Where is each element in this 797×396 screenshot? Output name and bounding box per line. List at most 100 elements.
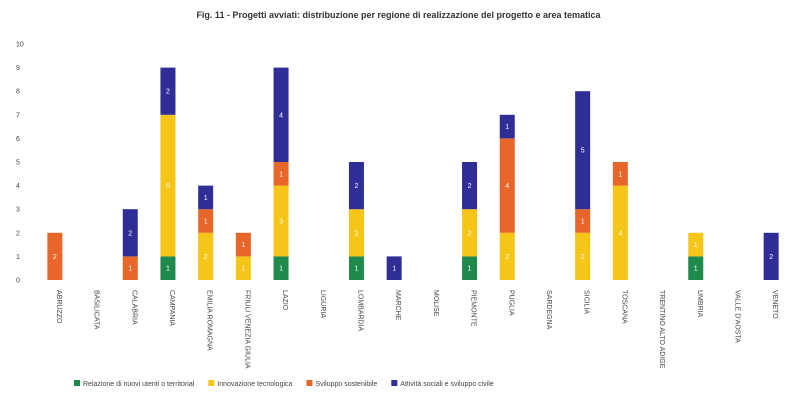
y-tick-label: 8 — [16, 89, 20, 96]
legend: Relazione di nuovi utenti o territorial I… — [74, 380, 494, 388]
bar-segment — [235, 232, 251, 257]
x-tick-label: MARCHE — [394, 290, 401, 321]
data-label: 1 — [128, 266, 132, 273]
bar-segment — [273, 67, 289, 162]
data-label: 1 — [204, 219, 208, 226]
bar-segment — [47, 232, 63, 280]
bar-segment — [499, 114, 515, 139]
data-label: 2 — [581, 254, 585, 261]
x-tick-label: PUGLIA — [507, 290, 514, 316]
data-label: 2 — [769, 254, 773, 261]
bar-segment — [688, 256, 704, 280]
y-tick-label: 2 — [16, 230, 20, 237]
data-label: 2 — [204, 254, 208, 261]
legend-swatch — [74, 380, 80, 386]
x-tick-label: TRENTINO ALTO ADIGE — [658, 290, 665, 369]
bar-segment — [575, 232, 591, 280]
data-label: 4 — [618, 230, 622, 237]
bar-segment — [386, 256, 402, 280]
x-tick-label: SICILIA — [583, 290, 590, 314]
data-label: 1 — [166, 266, 170, 273]
y-tick-label: 7 — [16, 112, 20, 119]
bar-segment — [348, 256, 364, 280]
x-tick-label: CAMPANIA — [168, 290, 175, 326]
x-tick-label: ABRUZZO — [55, 290, 62, 324]
chart-title: Fig. 11 - Progetti avviati: distribuzion… — [196, 10, 601, 20]
legend-swatch — [306, 380, 313, 386]
bar-segment — [160, 256, 176, 280]
bar-segment — [575, 209, 591, 233]
data-label: 1 — [505, 124, 509, 131]
bar-segment — [612, 162, 628, 186]
bar-segment — [462, 162, 478, 210]
bar-segment — [763, 232, 779, 280]
data-label: 2 — [354, 230, 358, 237]
y-axis: 0 1 2 3 4 5 6 7 8 9 10 — [16, 42, 24, 285]
bars: 2 1 2 1 6 2 2 1 1 1 1 1 3 1 4 1 2 2 1 1 2 2 2 4 1 2 1 5 4 1 1 1 2 — [47, 67, 779, 280]
x-tick-label: VALLE D'AOSTA — [733, 290, 740, 343]
data-label: 2 — [505, 254, 509, 261]
x-tick-label: TOSCANA — [620, 290, 627, 324]
data-label: 5 — [581, 148, 585, 155]
data-label: 2 — [53, 254, 57, 261]
data-label: 1 — [618, 171, 622, 178]
x-tick-label: VENETO — [771, 290, 778, 319]
data-label: 6 — [166, 183, 170, 190]
legend-label: Innovazione tecnologica — [217, 381, 292, 388]
y-tick-label: 6 — [16, 136, 20, 143]
data-label: 3 — [279, 219, 283, 226]
x-tick-label: LIGURIA — [319, 290, 326, 318]
bar-segment — [462, 256, 478, 280]
x-tick-label: UMBRIA — [696, 290, 703, 318]
data-label: 1 — [279, 266, 283, 273]
legend-swatch — [208, 380, 215, 386]
bar-segment — [612, 185, 628, 280]
data-label: 1 — [694, 242, 698, 249]
data-label: 1 — [241, 266, 245, 273]
data-label: 1 — [581, 219, 585, 226]
bar-segment — [273, 162, 289, 186]
bar-segment — [499, 138, 515, 233]
bar-segment — [235, 256, 251, 280]
bar-segment — [273, 256, 289, 280]
y-tick-label: 9 — [16, 65, 20, 72]
data-label: 1 — [468, 266, 472, 273]
data-label: 1 — [694, 266, 698, 273]
data-label: 4 — [505, 183, 509, 190]
y-tick-label: 0 — [16, 278, 20, 285]
legend-label: Relazione di nuovi utenti o territorial — [83, 381, 195, 388]
y-tick-label: 5 — [16, 160, 20, 167]
data-label: 1 — [392, 266, 396, 273]
x-tick-label: CALABRIA — [130, 290, 137, 325]
bar-segment — [348, 162, 364, 210]
data-label: 4 — [279, 112, 283, 119]
bar-segment — [273, 185, 289, 257]
data-label: 1 — [241, 242, 245, 249]
x-tick-label: MOLISE — [432, 290, 439, 317]
bar-segment — [198, 232, 214, 280]
bar-segment — [198, 209, 214, 233]
bar-segment — [122, 256, 138, 280]
x-tick-label: PIEMONTE — [470, 290, 477, 327]
bar-segment — [575, 91, 591, 210]
x-tick-label: SARDEGNA — [545, 290, 552, 330]
bar-segment — [198, 185, 214, 210]
bar-segment — [499, 232, 515, 280]
x-tick-label: LAZIO — [281, 290, 288, 311]
y-tick-label: 10 — [16, 42, 24, 49]
data-label: 2 — [468, 183, 472, 190]
x-tick-label: FRIULI VENEZIA GIULIA — [243, 290, 250, 369]
bar-segment — [122, 209, 138, 257]
x-axis: ABRUZZO BASILICATA CALABRIA CAMPANIA EMILIA … — [55, 290, 778, 369]
data-label: 1 — [354, 266, 358, 273]
bar-segment — [462, 209, 478, 257]
data-label: 1 — [279, 171, 283, 178]
y-tick-label: 1 — [16, 254, 20, 261]
bar-segment — [160, 67, 176, 115]
data-label: 2 — [468, 230, 472, 237]
legend-label: Attività sociali e sviluppo civile — [400, 381, 493, 388]
bar-segment — [348, 209, 364, 257]
x-tick-label: EMILIA ROMAGNA — [206, 290, 213, 351]
data-label: 2 — [354, 183, 358, 190]
